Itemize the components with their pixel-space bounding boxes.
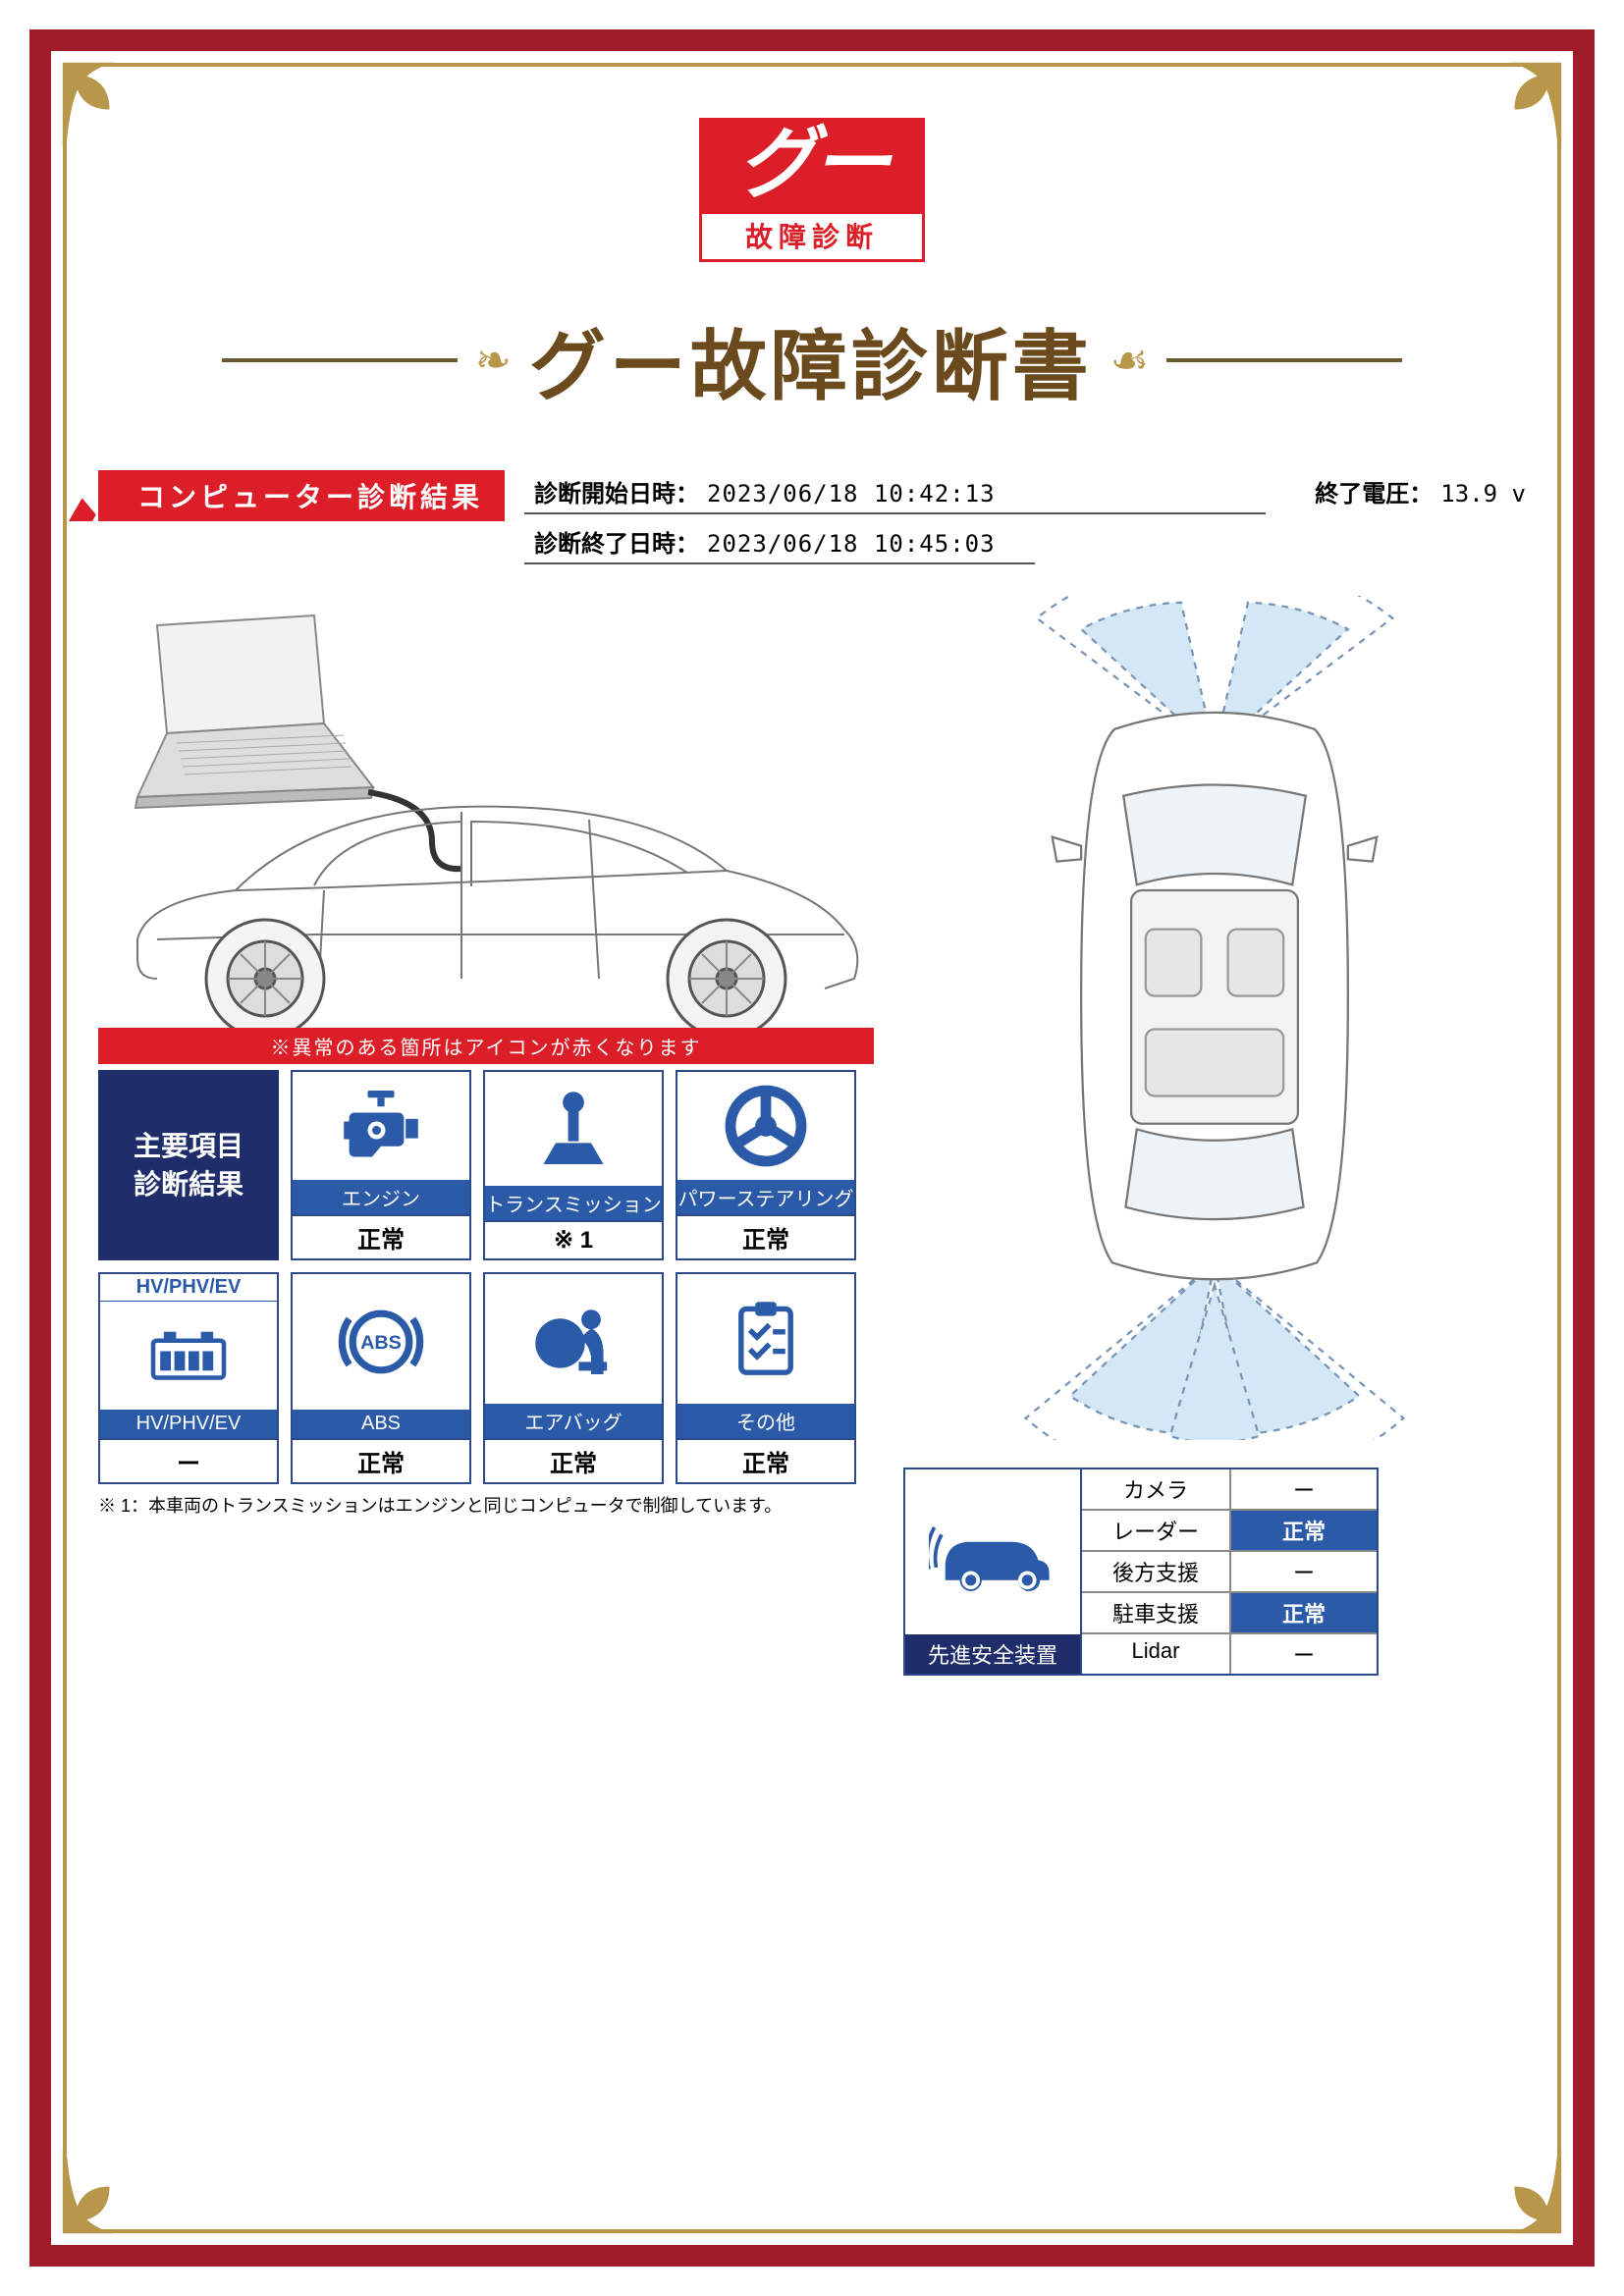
- tile-label: その他: [677, 1404, 854, 1438]
- results-lead-label: 主要項目 診断結果: [100, 1072, 277, 1258]
- safety-row-value: ー: [1229, 1552, 1377, 1591]
- safety-row-label: 駐車支援: [1082, 1593, 1229, 1632]
- tile-label: ABS: [293, 1410, 469, 1438]
- safety-header: 先進安全装置: [905, 1634, 1080, 1674]
- safety-row-label: Lidar: [1082, 1634, 1229, 1674]
- tile-label: エンジン: [293, 1180, 469, 1214]
- hv-top-label: HV/PHV/EV: [100, 1274, 277, 1302]
- safety-row: Lidarー: [1082, 1632, 1377, 1674]
- car-side-diagram-icon: [98, 596, 874, 1028]
- tile-label: HV/PHV/EV: [100, 1410, 277, 1438]
- end-time-value: 2023/06/18 10:45:03: [707, 530, 996, 558]
- footnote: ※ 1：本車両のトランスミッションはエンジンと同じコンピュータで制御しています。: [98, 1492, 874, 1518]
- logo-main: グー: [699, 118, 925, 214]
- start-time-value: 2023/06/18 10:42:13: [707, 480, 996, 507]
- flourish-icon: ❧: [475, 336, 512, 386]
- page-title-row: ❧ グー故障診断書 ☙: [98, 305, 1526, 415]
- tile-label: エアバッグ: [485, 1404, 662, 1438]
- safety-row-value: 正常: [1229, 1511, 1377, 1550]
- tile-other: その他 正常: [676, 1272, 856, 1484]
- tile-value: ※ 1: [485, 1220, 662, 1258]
- tile-transmission: トランスミッション ※ 1: [483, 1070, 664, 1260]
- safety-row-value: ー: [1229, 1469, 1377, 1509]
- tile-value: 正常: [293, 1214, 469, 1258]
- safety-row: レーダー正常: [1082, 1509, 1377, 1550]
- tile-powersteer: パワーステアリング 正常: [676, 1070, 856, 1260]
- tile-value: 正常: [677, 1438, 854, 1482]
- safety-row-label: 後方支援: [1082, 1552, 1229, 1591]
- voltage-label: 終了電圧：: [1315, 474, 1433, 508]
- transmission-icon: [485, 1072, 662, 1186]
- section-tag: コンピューター診断結果: [98, 470, 505, 521]
- start-time-label: 診断開始日時：: [534, 474, 701, 508]
- safety-row-value: 正常: [1229, 1593, 1377, 1632]
- voltage-value: 13.9 v: [1440, 480, 1526, 507]
- car-top-diagram-icon: [903, 596, 1526, 1440]
- safety-row-label: レーダー: [1082, 1511, 1229, 1550]
- logo: グー 故障診断: [699, 118, 925, 262]
- clipboard-icon: [677, 1274, 854, 1404]
- safety-row: 後方支援ー: [1082, 1550, 1377, 1591]
- tile-value: 正常: [293, 1438, 469, 1482]
- page-title: グー故障診断書: [529, 305, 1093, 415]
- tile-engine: エンジン 正常: [291, 1070, 471, 1260]
- tile-value: 正常: [677, 1214, 854, 1258]
- safety-row-label: カメラ: [1082, 1469, 1229, 1509]
- tile-hv: HV/PHV/EV HV/PHV/EV ー: [98, 1272, 279, 1484]
- tile-airbag: エアバッグ 正常: [483, 1272, 664, 1484]
- engine-icon: [293, 1072, 469, 1180]
- section-tag-label: コンピューター診断結果: [98, 470, 505, 521]
- safety-car-icon: [905, 1469, 1080, 1634]
- safety-row-value: ー: [1229, 1634, 1377, 1674]
- flourish-icon: ☙: [1110, 336, 1149, 386]
- warn-banner: ※異常のある箇所はアイコンが赤くなります: [98, 1028, 874, 1064]
- abs-icon: ABS: [293, 1274, 469, 1410]
- steering-icon: [677, 1072, 854, 1180]
- safety-row: 駐車支援正常: [1082, 1591, 1377, 1632]
- logo-sub: 故障診断: [699, 214, 925, 262]
- results-lead-tile: 主要項目 診断結果: [98, 1070, 279, 1260]
- tile-value: 正常: [485, 1438, 662, 1482]
- tile-label: トランスミッション: [485, 1186, 662, 1220]
- tile-label: パワーステアリング: [677, 1180, 854, 1214]
- tile-value: ー: [100, 1438, 277, 1482]
- airbag-icon: [485, 1274, 662, 1404]
- safety-table: 先進安全装置 カメラーレーダー正常後方支援ー駐車支援正常Lidarー: [903, 1468, 1526, 1676]
- diagnosis-meta: 診断開始日時： 2023/06/18 10:42:13 終了電圧： 13.9 v…: [524, 470, 1526, 570]
- end-time-label: 診断終了日時：: [534, 524, 701, 559]
- svg-text:ABS: ABS: [360, 1332, 402, 1354]
- safety-row: カメラー: [1082, 1469, 1377, 1509]
- battery-icon: [100, 1302, 277, 1410]
- tile-abs: ABS ABS 正常: [291, 1272, 471, 1484]
